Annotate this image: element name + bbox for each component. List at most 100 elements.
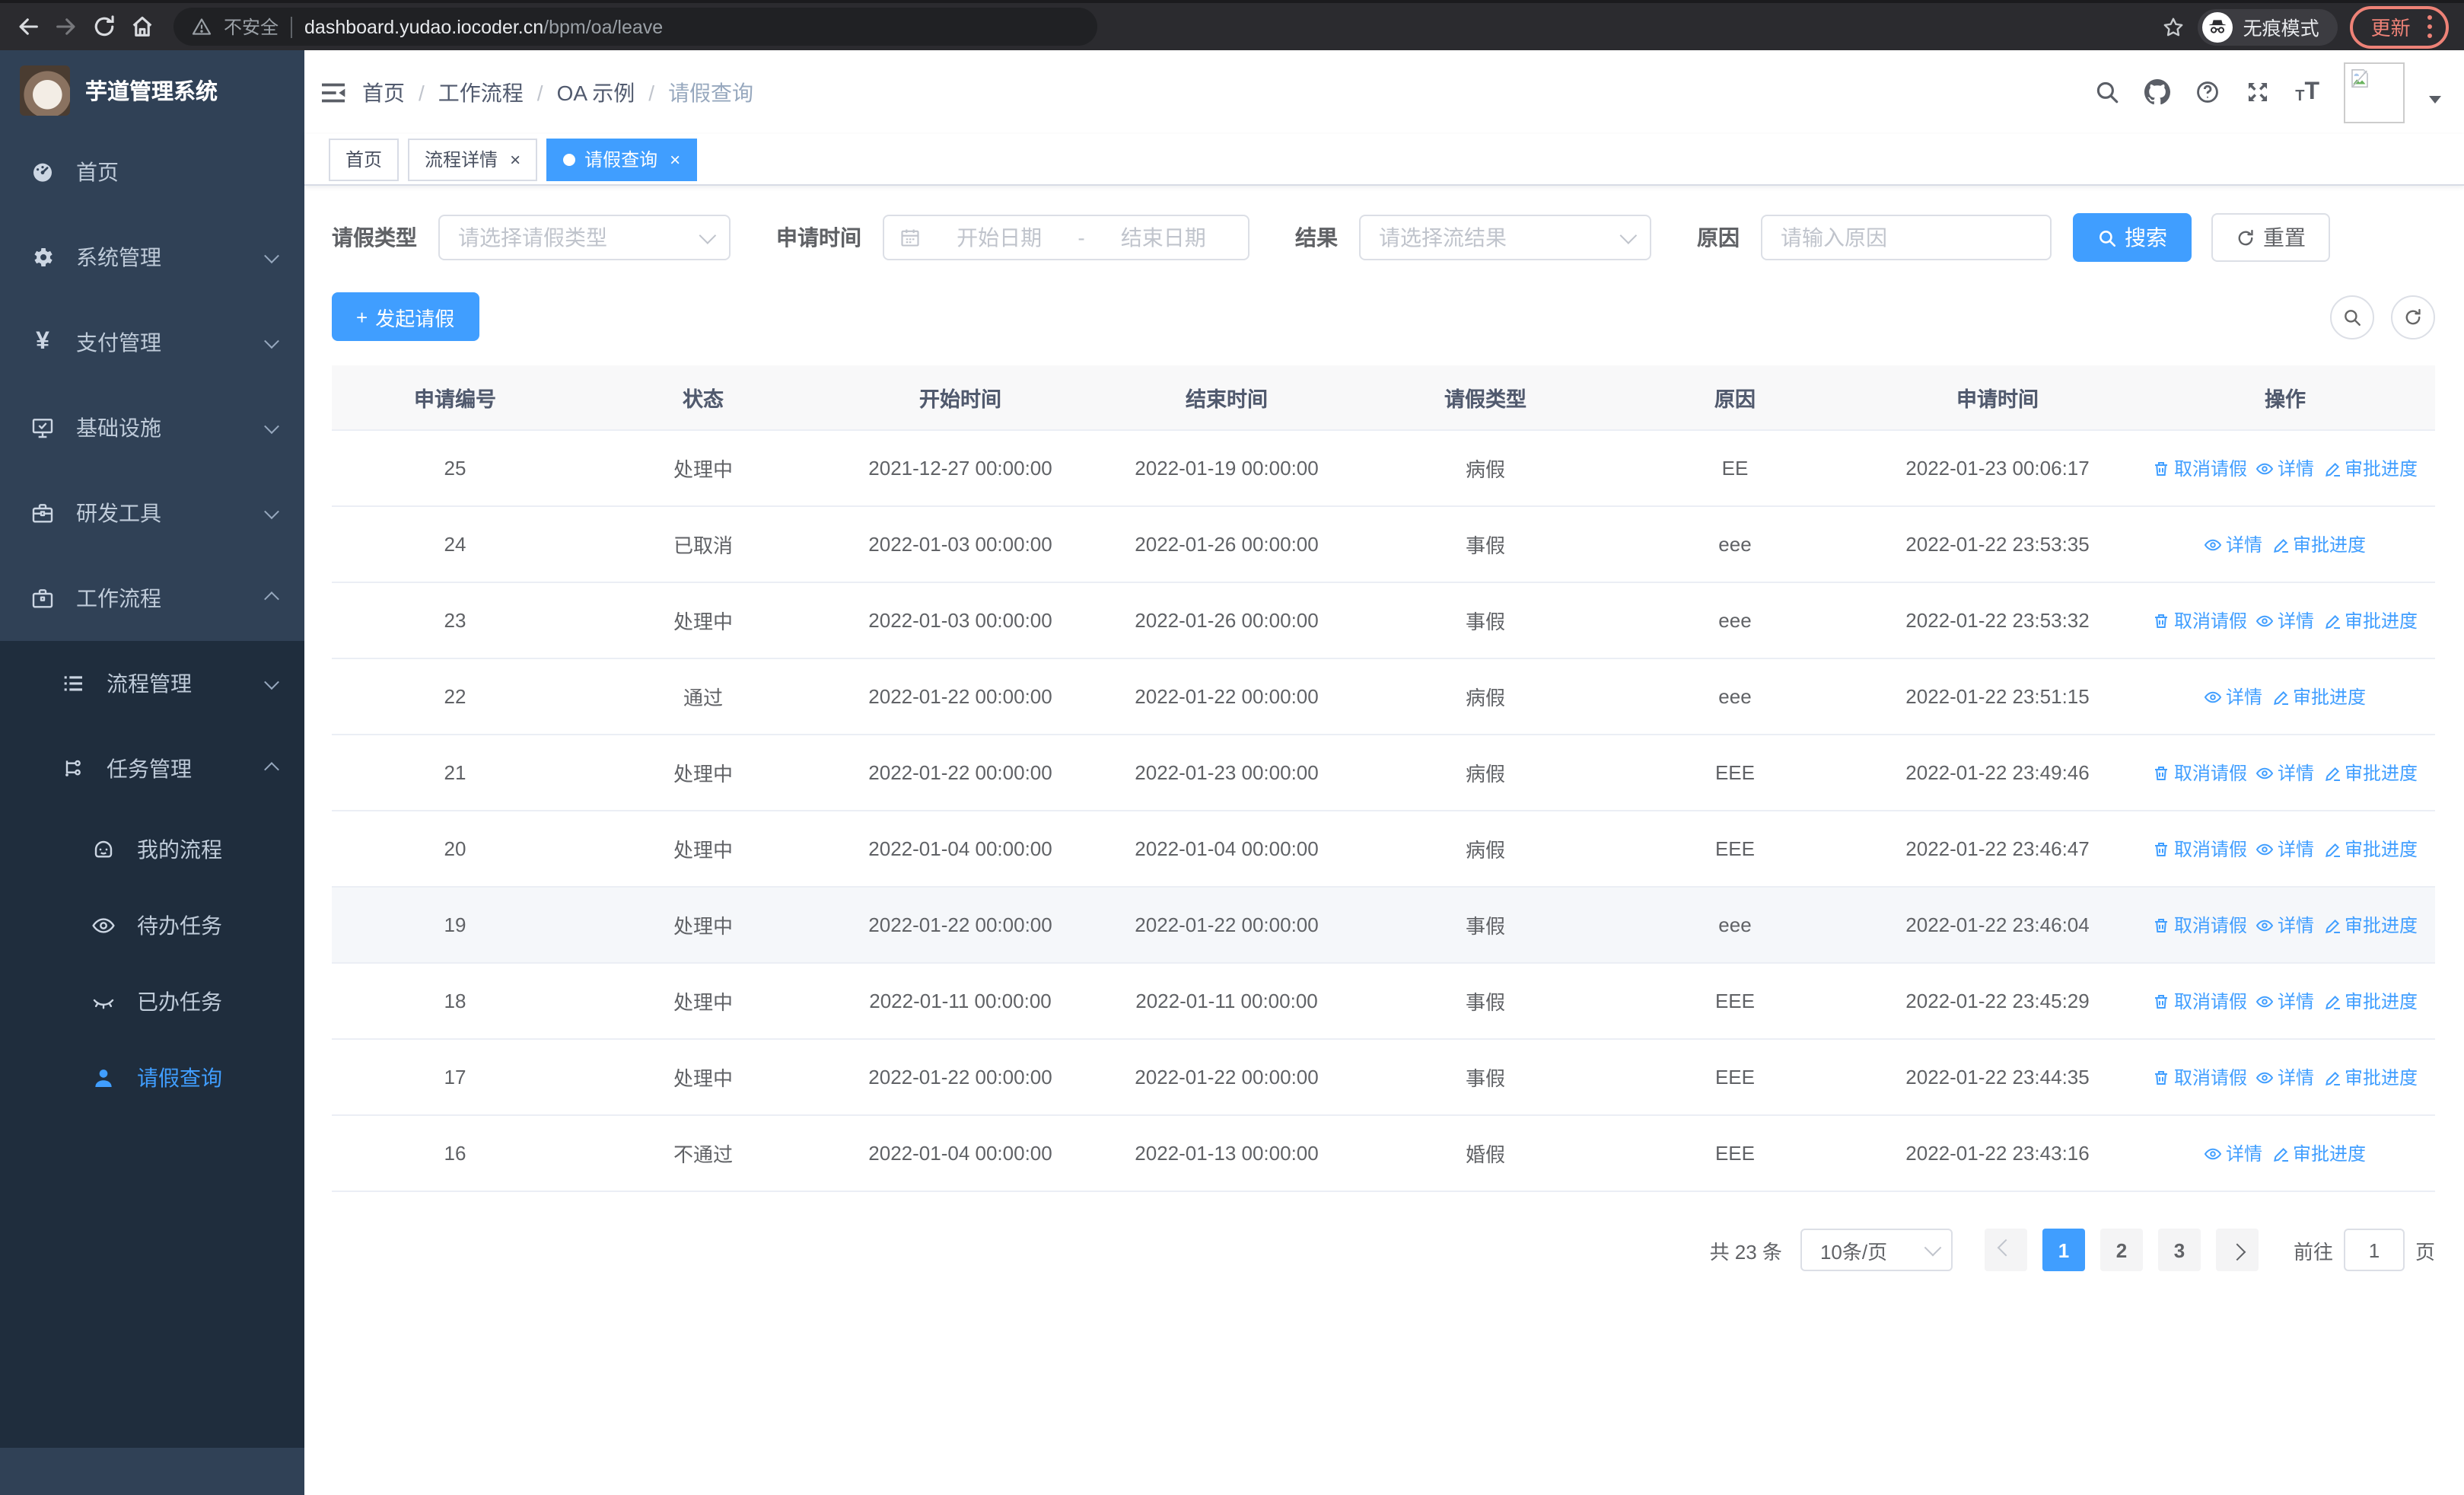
sidebar-item-workflow[interactable]: 工作流程 [0,556,304,641]
plus-icon: + [356,305,368,328]
next-page-button[interactable] [2215,1229,2259,1271]
update-button[interactable]: 更新 [2349,5,2449,48]
search-icon[interactable] [2094,79,2120,105]
incognito-icon [2201,11,2233,42]
reason-field[interactable] [1761,215,2052,260]
cell-status: 通过 [578,658,828,735]
cell-applied: 2022-01-22 23:44:35 [1860,1039,2135,1116]
reset-button[interactable]: 重置 [2211,213,2330,262]
action-detail-link[interactable]: 详情 [2205,531,2262,557]
search-button[interactable]: 搜索 [2073,213,2192,262]
reload-icon[interactable] [91,14,117,40]
action-cancel-link[interactable]: 取消请假 [2153,760,2247,786]
action-progress-link[interactable]: 审批进度 [2323,760,2418,786]
action-cancel-link[interactable]: 取消请假 [2153,1064,2247,1090]
create-leave-button[interactable]: + 发起请假 [332,292,479,341]
sidebar-collapse-icon[interactable] [318,77,349,107]
action-detail-link[interactable]: 详情 [2205,684,2262,709]
goto-page-input[interactable] [2343,1229,2405,1271]
github-icon[interactable] [2144,79,2171,105]
cell-type: 婚假 [1361,1115,1610,1192]
sidebar-item-infra[interactable]: 基础设施 [0,385,304,470]
sidebar-item-payment[interactable]: ¥ 支付管理 [0,300,304,385]
result-input[interactable] [1376,224,1623,251]
action-progress-link[interactable]: 审批进度 [2271,1140,2366,1166]
fullscreen-icon[interactable] [2245,79,2271,105]
browser-toolbar: 不安全 dashboard.yudao.iocoder.cn/bpm/oa/le… [0,0,2464,50]
star-icon[interactable] [2161,14,2185,39]
leave-type-select[interactable] [438,215,731,260]
prev-page-button[interactable] [1984,1229,2027,1271]
start-date-input[interactable] [930,224,1069,251]
sidebar-item-done-tasks[interactable]: 已办任务 [0,964,304,1040]
action-progress-link[interactable]: 审批进度 [2323,607,2418,633]
close-icon[interactable]: × [510,148,521,170]
action-detail-link[interactable]: 详情 [2256,760,2314,786]
help-icon[interactable] [2195,79,2220,105]
sidebar-item-home[interactable]: 首页 [0,129,304,215]
sidebar-item-task-mgmt[interactable]: 任务管理 [0,726,304,811]
back-icon[interactable] [15,14,41,40]
action-progress-link[interactable]: 审批进度 [2323,912,2418,938]
cell-actions: 详情 审批进度 [2135,1115,2435,1192]
tab-leave-query[interactable]: 请假查询 × [546,138,698,180]
action-detail-link[interactable]: 详情 [2256,455,2314,481]
cell-id: 16 [332,1115,578,1192]
action-detail-link[interactable]: 详情 [2205,1140,2262,1166]
action-progress-link[interactable]: 审批进度 [2323,455,2418,481]
action-detail-link[interactable]: 详情 [2256,912,2314,938]
caret-down-icon[interactable] [2429,96,2441,104]
tab-process-detail[interactable]: 流程详情 × [408,138,538,180]
pagination: 共 23 条 10条/页 1 2 3 前往 页 [332,1229,2435,1271]
app-title: 芋道管理系统 [85,80,218,104]
cell-id: 20 [332,811,578,888]
cell-status: 处理中 [578,1039,828,1116]
sidebar-item-leave-query[interactable]: 请假查询 [0,1040,304,1116]
breadcrumb-home[interactable]: 首页 [362,80,405,104]
kebab-menu-icon[interactable] [2424,12,2435,40]
apply-time-range[interactable]: - [883,215,1250,260]
col-type: 请假类型 [1361,365,1610,431]
search-icon [2345,309,2361,325]
action-progress-link[interactable]: 审批进度 [2271,684,2366,709]
result-select[interactable] [1359,215,1651,260]
reason-input[interactable] [1778,224,2035,251]
action-detail-link[interactable]: 详情 [2256,988,2314,1014]
sidebar-item-todo-tasks[interactable]: 待办任务 [0,888,304,964]
action-progress-link[interactable]: 审批进度 [2323,988,2418,1014]
avatar[interactable] [2344,62,2405,123]
breadcrumb-workflow[interactable]: 工作流程 [438,80,524,104]
sidebar-item-devtools[interactable]: 研发工具 [0,470,304,556]
action-cancel-link[interactable]: 取消请假 [2153,836,2247,862]
sidebar-item-my-process[interactable]: 我的流程 [0,811,304,888]
action-detail-link[interactable]: 详情 [2256,607,2314,633]
page-button-3[interactable]: 3 [2157,1229,2201,1271]
breadcrumb-oa-demo[interactable]: OA 示例 [556,80,635,104]
page-size-select[interactable]: 10条/页 [1800,1229,1953,1271]
forward-icon[interactable] [53,14,79,40]
tab-home[interactable]: 首页 [329,138,400,180]
home-icon[interactable] [129,14,155,40]
action-cancel-link[interactable]: 取消请假 [2153,912,2247,938]
leave-type-input[interactable] [455,224,702,251]
action-cancel-link[interactable]: 取消请假 [2153,607,2247,633]
end-date-input[interactable] [1094,224,1233,251]
cell-id: 17 [332,1039,578,1116]
action-progress-link[interactable]: 审批进度 [2271,531,2366,557]
action-progress-link[interactable]: 审批进度 [2323,1064,2418,1090]
action-cancel-link[interactable]: 取消请假 [2153,988,2247,1014]
action-cancel-link[interactable]: 取消请假 [2153,455,2247,481]
sidebar-item-system[interactable]: 系统管理 [0,215,304,300]
sidebar-item-process-mgmt[interactable]: 流程管理 [0,641,304,726]
close-icon[interactable]: × [670,148,681,170]
address-bar[interactable]: 不安全 dashboard.yudao.iocoder.cn/bpm/oa/le… [173,8,1097,46]
action-detail-link[interactable]: 详情 [2256,1064,2314,1090]
refresh-circle-button[interactable] [2391,295,2435,339]
page-button-1[interactable]: 1 [2042,1229,2085,1271]
action-progress-link[interactable]: 审批进度 [2323,836,2418,862]
chevron-up-icon [264,761,279,776]
search-circle-button[interactable] [2330,295,2374,339]
page-button-2[interactable]: 2 [2099,1229,2143,1271]
action-detail-link[interactable]: 详情 [2256,836,2314,862]
